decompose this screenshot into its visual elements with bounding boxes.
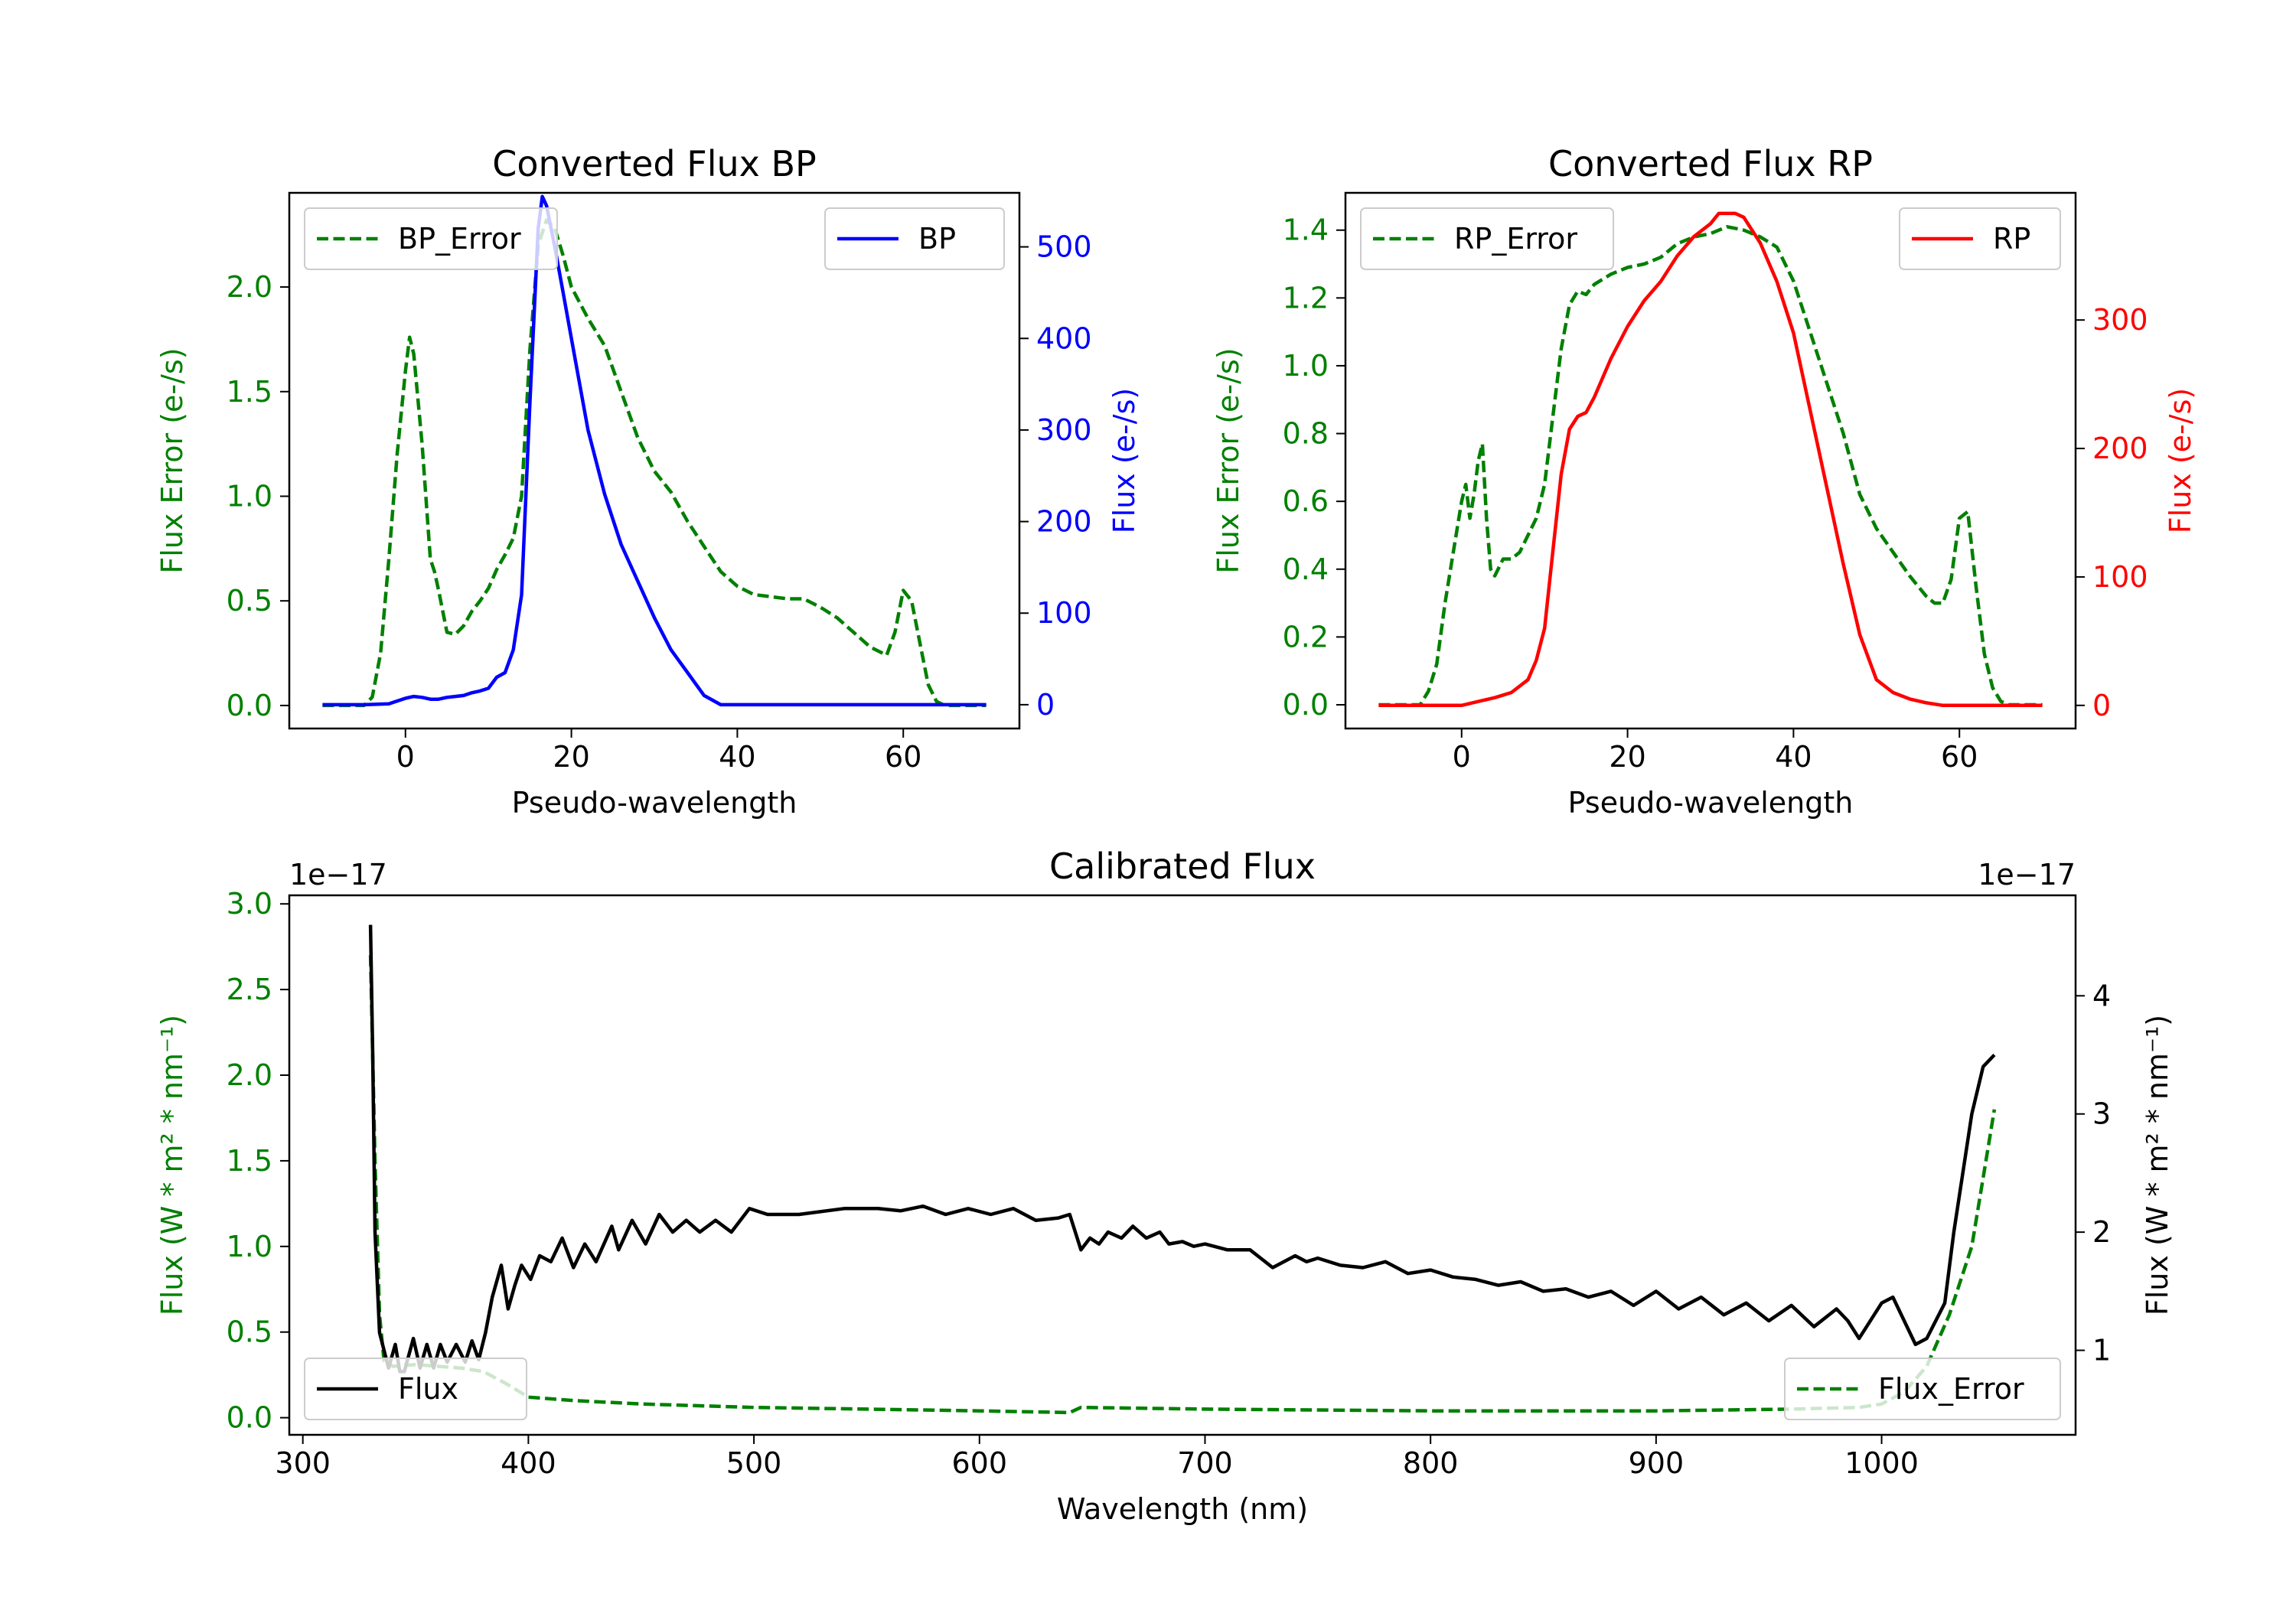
x-axis-label: Wavelength (nm)	[1057, 1492, 1308, 1526]
x-tick-label: 20	[1609, 740, 1645, 774]
legend-flux-error: Flux_Error	[1784, 1358, 2061, 1420]
y-right-tick-label: 100	[1036, 596, 1092, 630]
legend-box	[1899, 207, 2061, 270]
y-right-tick-label: 3	[2092, 1097, 2111, 1131]
y-right-tick-label: 2	[2092, 1215, 2111, 1249]
x-tick-label: 20	[553, 740, 589, 774]
y-right-tick-label: 4	[2092, 979, 2111, 1012]
chart-title: Converted Flux BP	[492, 143, 817, 184]
x-tick-label: 600	[952, 1446, 1008, 1480]
y-left-tick-label: 1.5	[227, 375, 272, 409]
y-right-tick-label: 0	[1036, 688, 1055, 722]
x-tick-label: 400	[501, 1446, 556, 1480]
legend-bp-error: BP_Error	[304, 207, 558, 270]
y-left-tick-label: 0.0	[227, 1401, 272, 1435]
series-line-bp-error	[322, 218, 987, 708]
x-tick-label: 40	[1775, 740, 1812, 774]
axes-frame	[288, 894, 2077, 1436]
legend-label: RP	[1993, 222, 2030, 256]
y-right-tick-label: 200	[1036, 505, 1092, 539]
x-tick-label: 900	[1629, 1446, 1684, 1480]
y-right-tick-label: 0	[2092, 689, 2111, 722]
legend-label: BP	[918, 222, 956, 256]
y-right-tick-label: 500	[1036, 230, 1092, 264]
panel-converted-flux-rp: 0 20 40 60 0.0 0.2 0.4 0.6 0.8 1.0 1.2 1.4 0 100 200 30…	[1212, 143, 2197, 820]
series-line-rp-error	[1378, 225, 2043, 707]
x-tick-label: 40	[719, 740, 755, 774]
chart-title: Converted Flux RP	[1548, 143, 1873, 184]
y-left-tick-label: 0.8	[1283, 417, 1329, 451]
x-axis-label: Pseudo-wavelength	[1568, 786, 1854, 820]
x-tick-label: 700	[1177, 1446, 1233, 1480]
y-left-tick-label: 0.0	[1283, 688, 1329, 722]
y-right-tick-label: 300	[2092, 303, 2148, 337]
legend-label: BP_Error	[398, 222, 521, 256]
y-left-tick-label: 1.2	[1283, 281, 1329, 315]
y-right-offset-text: 1e−17	[1978, 858, 2076, 892]
legend-box	[304, 207, 558, 270]
y-right-tick-label: 400	[1036, 321, 1092, 355]
legend-box	[824, 207, 1005, 270]
axes-frame	[288, 191, 1021, 730]
y-left-tick-label: 0.4	[1283, 553, 1329, 586]
y-left-tick-label: 1.0	[227, 1230, 272, 1263]
x-tick-label: 0	[396, 740, 415, 774]
y-right-axis-label: Flux (e-/s)	[1107, 388, 1141, 533]
y-left-tick-label: 2.5	[227, 973, 272, 1006]
x-tick-label: 500	[726, 1446, 782, 1480]
y-left-axis-label: Flux Error (e-/s)	[155, 347, 189, 573]
legend-bp: BP	[824, 207, 1005, 270]
y-left-axis-label: Flux (W * m² * nm⁻¹)	[155, 1015, 189, 1315]
legend-rp-error: RP_Error	[1360, 207, 1614, 270]
legend-label: Flux_Error	[1878, 1372, 2024, 1406]
legend-rp: RP	[1899, 207, 2061, 270]
y-right-tick-label: 300	[1036, 413, 1092, 447]
y-left-axis-label: Flux Error (e-/s)	[1212, 347, 1245, 573]
y-left-tick-label: 2.0	[227, 270, 272, 304]
y-right-tick-label: 100	[2092, 560, 2148, 594]
legend-label: RP_Error	[1454, 222, 1577, 256]
x-tick-label: 1000	[1844, 1446, 1919, 1480]
y-left-tick-label: 0.2	[1283, 620, 1329, 654]
panel-calibrated-flux: 300 400 500 600 700 800 900 1000 0.0 0.5 1.0 1.5 2.0…	[155, 846, 2174, 1526]
y-left-tick-label: 0.0	[227, 689, 272, 722]
y-left-tick-label: 3.0	[227, 887, 272, 921]
legend-label: Flux	[398, 1372, 458, 1406]
x-tick-label: 60	[1941, 740, 1978, 774]
series-line-rp	[1378, 211, 2043, 708]
y-right-tick-label: 1	[2092, 1334, 2111, 1367]
y-left-offset-text: 1e−17	[289, 858, 387, 892]
y-left-tick-label: 0.5	[227, 584, 272, 618]
panel-converted-flux-bp: 0 20 40 60 0.0 0.5 1.0 1.5 2.0 0 100 200 300 400 500 Co…	[155, 143, 1141, 820]
y-left-tick-label: 1.5	[227, 1144, 272, 1178]
y-right-axis-label: Flux (e-/s)	[2164, 388, 2197, 533]
y-left-tick-label: 0.5	[227, 1315, 272, 1349]
x-axis-label: Pseudo-wavelength	[512, 786, 797, 820]
x-tick-label: 800	[1403, 1446, 1459, 1480]
y-right-axis-label: Flux (W * m² * nm⁻¹)	[2141, 1015, 2174, 1315]
axes-frame	[1344, 191, 2077, 730]
series-line-flux	[368, 924, 1996, 1374]
y-left-tick-label: 2.0	[227, 1058, 272, 1092]
y-left-tick-label: 1.4	[1283, 214, 1329, 247]
legend-box	[304, 1358, 527, 1420]
legend-box	[1784, 1358, 2061, 1420]
legend-flux: Flux	[304, 1358, 527, 1420]
y-right-tick-label: 200	[2092, 432, 2148, 465]
x-tick-label: 0	[1453, 740, 1471, 774]
legend-box	[1360, 207, 1614, 270]
y-left-tick-label: 1.0	[227, 479, 272, 513]
y-left-tick-label: 0.6	[1283, 484, 1329, 518]
x-tick-label: 300	[275, 1446, 331, 1480]
x-tick-label: 60	[885, 740, 921, 774]
chart-title: Calibrated Flux	[1049, 846, 1316, 887]
y-left-tick-label: 1.0	[1283, 349, 1329, 383]
